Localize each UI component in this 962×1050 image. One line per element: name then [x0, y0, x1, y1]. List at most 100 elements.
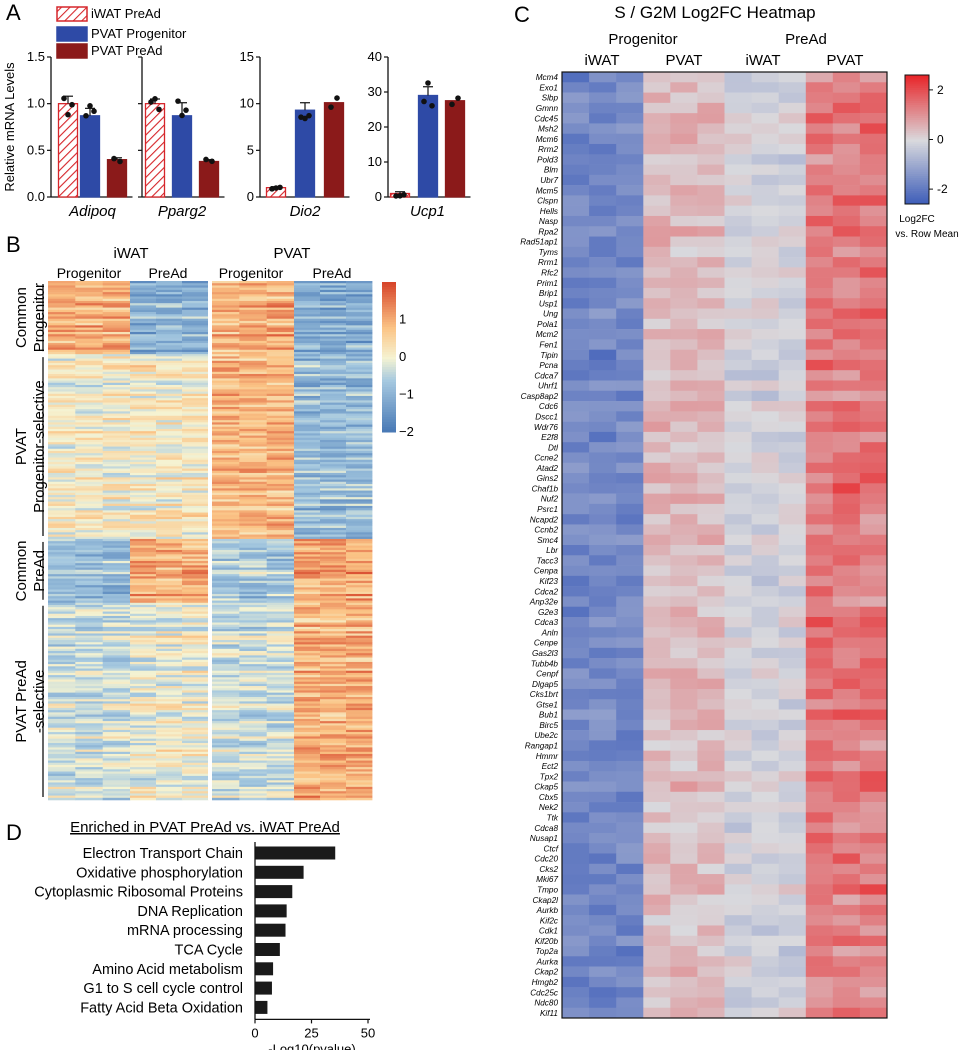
heat-cell: [562, 329, 590, 340]
colorbar-cell: [905, 167, 929, 171]
gene-row-nusap1: Nusap1: [530, 832, 888, 844]
heat-cell: [346, 747, 373, 750]
heat-cell: [48, 413, 76, 417]
heat-cell: [75, 514, 103, 518]
data-point: [61, 95, 67, 102]
heat-cell: [697, 884, 725, 895]
colorbar-cell: [905, 118, 929, 121]
heat-cell: [48, 705, 76, 709]
heat-cell: [130, 536, 157, 540]
gene-label: Exo1: [539, 83, 558, 92]
colorbar-cell: [382, 389, 396, 393]
heat-cell: [805, 503, 834, 515]
heat-cell: [102, 615, 131, 619]
heat-cell: [182, 556, 209, 560]
heat-cell: [294, 305, 321, 308]
heat-cell: [130, 618, 157, 621]
heat-cell: [805, 565, 834, 577]
heat-cell: [778, 123, 807, 134]
heat-cell: [239, 472, 267, 476]
heat-cell: [778, 730, 807, 741]
heat-cell: [346, 784, 373, 788]
heat-cell: [75, 703, 103, 707]
enrichment-bar: [255, 962, 274, 976]
colorbar-cell: [382, 342, 396, 345]
heat-cell: [832, 390, 861, 402]
heat-cell: [859, 946, 888, 957]
heat-cell: [75, 734, 103, 737]
heat-cell: [562, 987, 590, 998]
heat-cell: [102, 420, 131, 423]
heat-cell: [266, 380, 295, 384]
heat-cell: [562, 215, 590, 227]
heat-cell: [751, 822, 780, 834]
heat-cell: [266, 701, 295, 704]
heat-cell: [130, 773, 157, 777]
heat-cell: [48, 756, 76, 759]
gene-label: Ucp1: [410, 203, 445, 220]
heat-cell: [643, 678, 671, 690]
heat-cell: [48, 580, 76, 584]
heat-cell: [239, 756, 267, 759]
heat-cell: [616, 349, 644, 361]
heat-cell: [294, 367, 321, 370]
heat-cell: [266, 729, 295, 733]
y-tick-label: 15: [240, 49, 254, 64]
heat-cell: [697, 678, 725, 690]
heat-cell: [346, 305, 373, 308]
heat-cell: [156, 347, 183, 351]
colorbar-tick-label: −1: [399, 387, 414, 402]
heat-cell: [724, 452, 752, 464]
heat-cell: [212, 604, 240, 608]
colorbar-cell: [382, 292, 396, 295]
heat-cell: [266, 686, 295, 689]
heat-cell: [212, 764, 240, 768]
heat-cell: [670, 627, 698, 638]
gene-label: Gins2: [537, 474, 559, 483]
heat-cell: [724, 503, 752, 515]
heat-cell: [182, 298, 209, 302]
heat-cell: [266, 637, 295, 641]
heat-cell: [212, 721, 240, 724]
gene-row-ccnb2: Ccnb2: [534, 524, 888, 536]
heat-cell: [75, 793, 103, 796]
heat-cell: [156, 446, 183, 450]
heat-cell: [239, 351, 267, 355]
heat-cell: [156, 732, 183, 735]
heat-cell: [102, 314, 131, 317]
heat-cell: [697, 935, 725, 947]
heat-cell: [182, 789, 209, 792]
heat-cell: [266, 697, 295, 700]
heat-cell: [320, 400, 347, 403]
heat-cell: [156, 411, 183, 414]
heat-cell: [48, 300, 76, 304]
heat-cell: [751, 894, 780, 906]
heat-cell: [239, 571, 267, 575]
heat-cell: [75, 563, 103, 566]
gene-label: Tyms: [539, 248, 558, 257]
heat-cell: [48, 716, 76, 720]
heat-cell: [724, 678, 752, 690]
heat-cell: [346, 415, 373, 419]
heat-cell: [320, 389, 347, 392]
heat-cell: [697, 997, 725, 1009]
heat-cell: [616, 658, 644, 669]
heat-cell: [562, 997, 590, 1009]
data-point: [203, 156, 209, 163]
heat-cell: [239, 793, 267, 796]
heat-cell: [102, 303, 131, 306]
heat-cell: [616, 606, 644, 618]
heat-cell: [75, 435, 103, 439]
heat-cell: [48, 360, 76, 364]
heat-cell: [212, 371, 240, 375]
heat-cell: [48, 538, 76, 542]
colorbar-cell: [905, 124, 929, 128]
heat-cell: [182, 600, 209, 604]
heat-cell: [320, 479, 347, 483]
colorbar-cell: [382, 374, 396, 378]
heat-cell: [294, 626, 321, 630]
heat-cell: [212, 380, 240, 384]
cluster-label: PVAT Progenitor-selective: [13, 380, 48, 513]
heat-cell: [832, 329, 861, 340]
heat-cell: [182, 415, 209, 419]
